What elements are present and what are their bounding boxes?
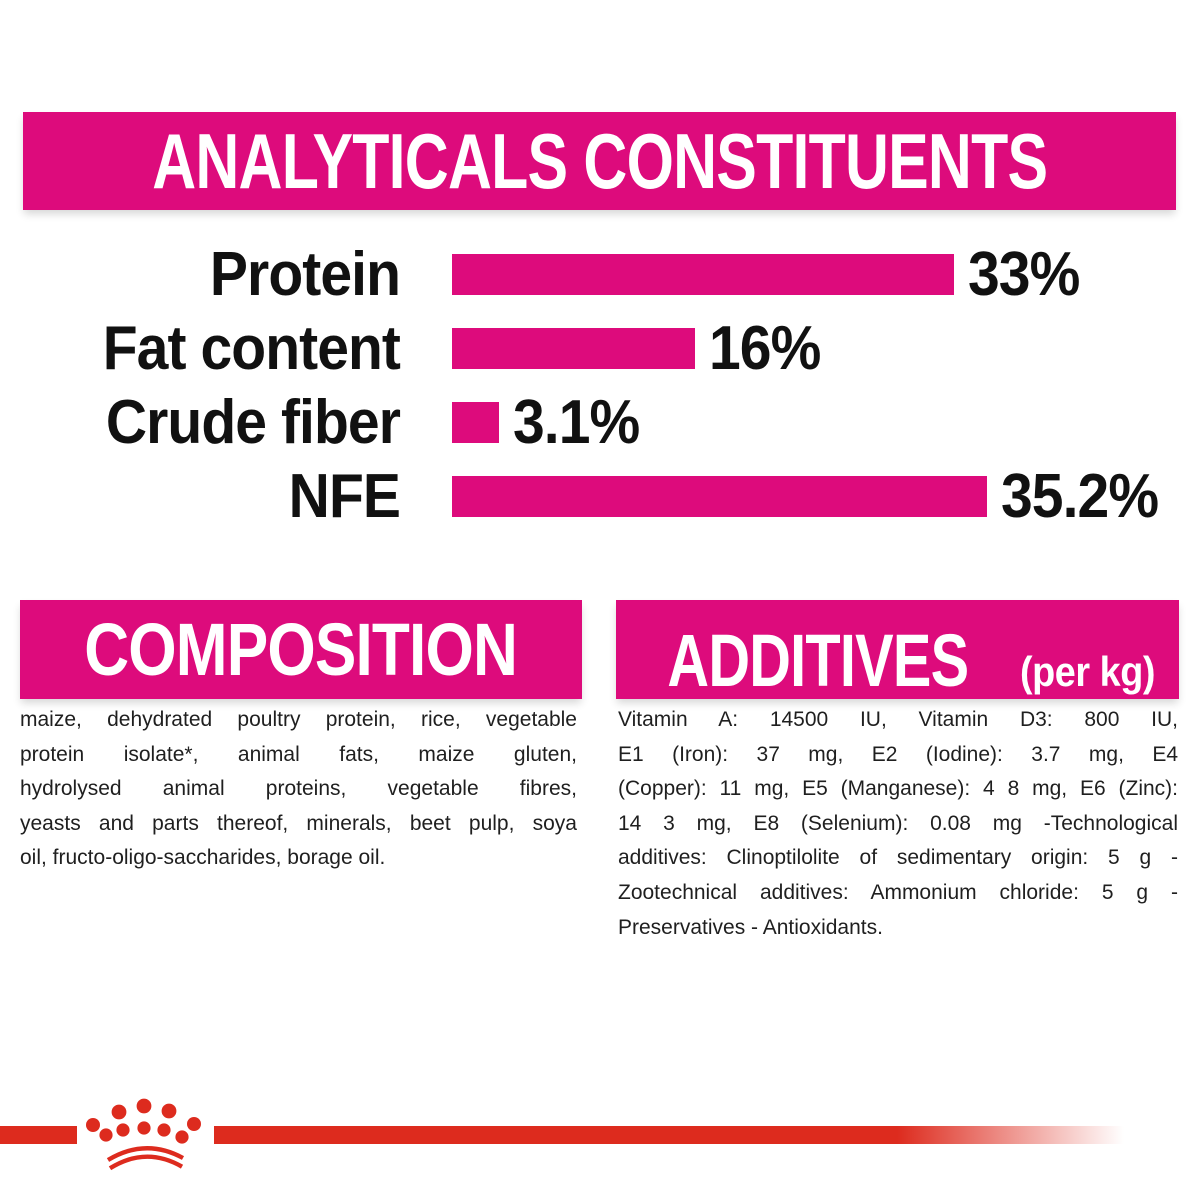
bar-crude-fiber xyxy=(452,401,500,443)
composition-heading: COMPOSITION xyxy=(84,608,519,691)
bar-label: Crude fiber xyxy=(105,387,401,457)
page-title: ANALYTICALS CONSTITUENTS xyxy=(151,116,1048,205)
chart-row-crude-fiber: Crude fiber 3.1% xyxy=(0,385,1200,459)
additives-heading: ADDITIVES xyxy=(667,619,969,702)
chart-row-protein: Protein 33% xyxy=(0,237,1200,311)
composition-line: yeasts and parts thereof, minerals, beet… xyxy=(20,811,577,835)
bar-label: Fat content xyxy=(102,313,401,383)
additives-line: (Copper): 11 mg, E5 (Manganese): 4 8 mg,… xyxy=(618,777,1178,801)
bar-label: NFE xyxy=(288,461,401,531)
additives-line: Preservatives - Antioxidants. xyxy=(618,915,883,939)
footer-rule-left xyxy=(0,1126,77,1144)
analytical-constituents-banner: ANALYTICALS CONSTITUENTS xyxy=(23,112,1176,210)
composition-text: maize, dehydrated poultry protein, rice,… xyxy=(20,703,577,876)
analytical-constituents-chart: Protein 33% Fat content 16% Crude fiber … xyxy=(0,237,1200,533)
composition-line: protein isolate*, animal fats, maize glu… xyxy=(20,742,577,766)
additives-line: Zootechnical additives: Ammonium chlorid… xyxy=(618,880,1178,904)
composition-line: oil, fructo-oligo-saccharides, borage oi… xyxy=(20,846,386,870)
additives-banner: ADDITIVES (per kg) xyxy=(616,600,1179,702)
bar-value: 33% xyxy=(967,239,1080,309)
additives-line: 14 3 mg, E8 (Selenium): 0.08 mg -Technol… xyxy=(618,811,1178,835)
bar-fat-content xyxy=(452,327,696,369)
chart-row-fat-content: Fat content 16% xyxy=(0,311,1200,385)
bar-nfe xyxy=(452,475,988,517)
bar-value: 35.2% xyxy=(1001,461,1159,531)
bar-value: 16% xyxy=(709,313,821,383)
additives-text: Vitamin A: 14500 IU, Vitamin D3: 800 IU,… xyxy=(618,703,1178,945)
footer-rule-right xyxy=(214,1126,1200,1144)
composition-line: maize, dehydrated poultry protein, rice,… xyxy=(20,708,577,731)
bar-value: 3.1% xyxy=(513,387,640,457)
additives-line: Vitamin A: 14500 IU, Vitamin D3: 800 IU, xyxy=(618,708,1178,731)
bar-label: Protein xyxy=(209,239,401,309)
chart-row-nfe: NFE 35.2% xyxy=(0,459,1200,533)
royal-canin-crown-icon xyxy=(86,1098,201,1171)
additives-line: additives: Clinoptilolite of sedimentary… xyxy=(618,846,1178,870)
composition-banner: COMPOSITION xyxy=(20,600,582,699)
bar-protein xyxy=(452,253,954,295)
additives-line: E1 (Iron): 37 mg, E2 (Iodine): 3.7 mg, E… xyxy=(618,742,1178,766)
additives-heading-suffix: (per kg) xyxy=(1020,648,1156,695)
composition-line: hydrolysed animal proteins, vegetable fi… xyxy=(20,777,577,801)
